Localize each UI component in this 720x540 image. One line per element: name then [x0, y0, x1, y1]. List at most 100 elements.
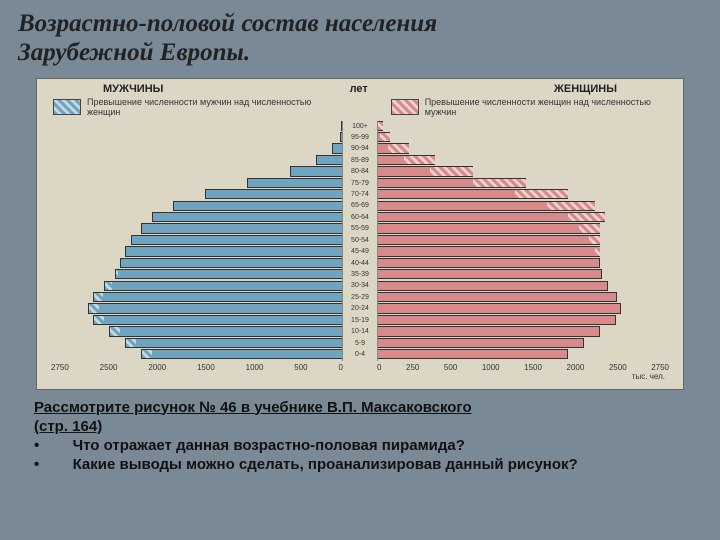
x-tick: 1000	[482, 363, 500, 372]
female-excess	[388, 143, 409, 153]
female-excess	[380, 132, 390, 142]
female-excess	[568, 212, 605, 222]
age-label: 35-39	[343, 269, 377, 280]
female-bar	[377, 303, 621, 313]
age-label: 65-69	[343, 200, 377, 211]
male-excess	[141, 349, 152, 359]
female-excess	[473, 178, 526, 188]
x-tick: 2000	[148, 363, 166, 372]
age-label: 75-79	[343, 178, 377, 189]
male-bar	[316, 155, 343, 165]
male-excess	[109, 326, 120, 336]
bullet-1: • Что отражает данная возрастно-половая …	[34, 437, 465, 454]
male-bar	[141, 223, 343, 233]
age-label: 80-84	[343, 166, 377, 177]
age-label: 0-4	[343, 349, 377, 360]
male-bar	[152, 212, 343, 222]
age-label: 100+	[343, 121, 377, 132]
male-bar	[125, 338, 343, 348]
population-pyramid-chart: МУЖЧИНЫ лет ЖЕНЩИНЫ Превышение численнос…	[36, 78, 684, 390]
male-bar	[205, 189, 343, 199]
male-bar	[290, 166, 343, 176]
x-tick: 2750	[651, 363, 669, 372]
age-axis: 100+95-9990-9485-8980-8475-7970-7465-696…	[342, 121, 378, 361]
age-label: 45-49	[343, 246, 377, 257]
header-male: МУЖЧИНЫ	[103, 83, 163, 95]
x-tick: 2000	[567, 363, 585, 372]
age-label: 15-19	[343, 315, 377, 326]
x-tick: 0	[377, 363, 381, 372]
caption-line1: Рассмотрите рисунок № 46 в учебнике В.П.…	[34, 399, 472, 416]
x-tick: 1500	[197, 363, 215, 372]
male-excess	[88, 303, 99, 313]
age-label: 10-14	[343, 326, 377, 337]
male-bar	[125, 246, 343, 256]
x-tick: 0	[339, 363, 343, 372]
male-excess	[125, 338, 136, 348]
header-age-unit: лет	[350, 83, 368, 95]
legend-row: Превышение численности мужчин над числен…	[43, 95, 677, 121]
age-label: 5-9	[343, 338, 377, 349]
male-excess	[93, 315, 104, 325]
female-excess	[378, 121, 383, 131]
female-bar	[377, 258, 600, 268]
male-excess	[93, 292, 103, 302]
x-unit: тыс. чел.	[43, 372, 677, 381]
chart-header: МУЖЧИНЫ лет ЖЕНЩИНЫ	[43, 83, 677, 95]
x-tick: 2500	[100, 363, 118, 372]
title-line1: Возрастно-половой состав населения	[18, 10, 437, 37]
age-label: 25-29	[343, 292, 377, 303]
female-bar	[377, 223, 600, 233]
caption-line2: (стр. 164)	[34, 418, 102, 435]
male-bar	[93, 315, 343, 325]
x-tick: 1500	[524, 363, 542, 372]
female-bar	[377, 338, 584, 348]
pyramid-plot: 100+95-9990-9485-8980-8475-7970-7465-696…	[51, 121, 669, 361]
male-bar	[104, 281, 343, 291]
title-line2: Зарубежной Европы.	[18, 39, 250, 66]
female-excess	[547, 201, 595, 211]
male-bar	[109, 326, 343, 336]
age-label: 40-44	[343, 258, 377, 269]
female-excess	[579, 223, 600, 233]
female-bar	[377, 281, 608, 291]
slide-title: Возрастно-половой состав населения Заруб…	[0, 0, 720, 72]
swatch-male-excess	[53, 99, 81, 115]
age-label: 90-94	[343, 143, 377, 154]
legend-left-text: Превышение численности мужчин над числен…	[87, 97, 329, 117]
female-bar	[377, 326, 600, 336]
x-tick: 500	[294, 363, 307, 372]
female-bar	[377, 292, 617, 302]
male-bar	[120, 258, 343, 268]
legend-female-excess: Превышение численности женщин над числен…	[391, 97, 667, 117]
female-excess	[589, 235, 600, 245]
age-label: 30-34	[343, 280, 377, 291]
female-bar	[377, 269, 602, 279]
female-excess	[595, 246, 600, 256]
age-label: 50-54	[343, 235, 377, 246]
age-label: 60-64	[343, 212, 377, 223]
x-tick: 1000	[246, 363, 264, 372]
male-excess	[104, 281, 111, 291]
legend-right-text: Превышение численности женщин над числен…	[425, 97, 667, 117]
bullet-2: • Какие выводы можно сделать, проанализи…	[34, 456, 578, 473]
caption-block: Рассмотрите рисунок № 46 в учебнике В.П.…	[0, 394, 720, 475]
male-bar	[131, 235, 343, 245]
age-label: 20-24	[343, 303, 377, 314]
legend-male-excess: Превышение численности мужчин над числен…	[53, 97, 329, 117]
male-excess	[115, 269, 118, 279]
male-bar	[173, 201, 343, 211]
female-excess	[430, 166, 472, 176]
age-label: 95-99	[343, 132, 377, 143]
x-tick: 2500	[609, 363, 627, 372]
female-excess	[404, 155, 436, 165]
male-bar	[93, 292, 343, 302]
female-bar	[377, 349, 568, 359]
male-bar	[115, 269, 343, 279]
female-bar	[377, 315, 616, 325]
x-axis: 275025002000150010005000 025050010001500…	[51, 363, 669, 372]
female-excess	[515, 189, 568, 199]
age-label: 85-89	[343, 155, 377, 166]
female-bar	[377, 246, 600, 256]
x-tick: 500	[444, 363, 457, 372]
